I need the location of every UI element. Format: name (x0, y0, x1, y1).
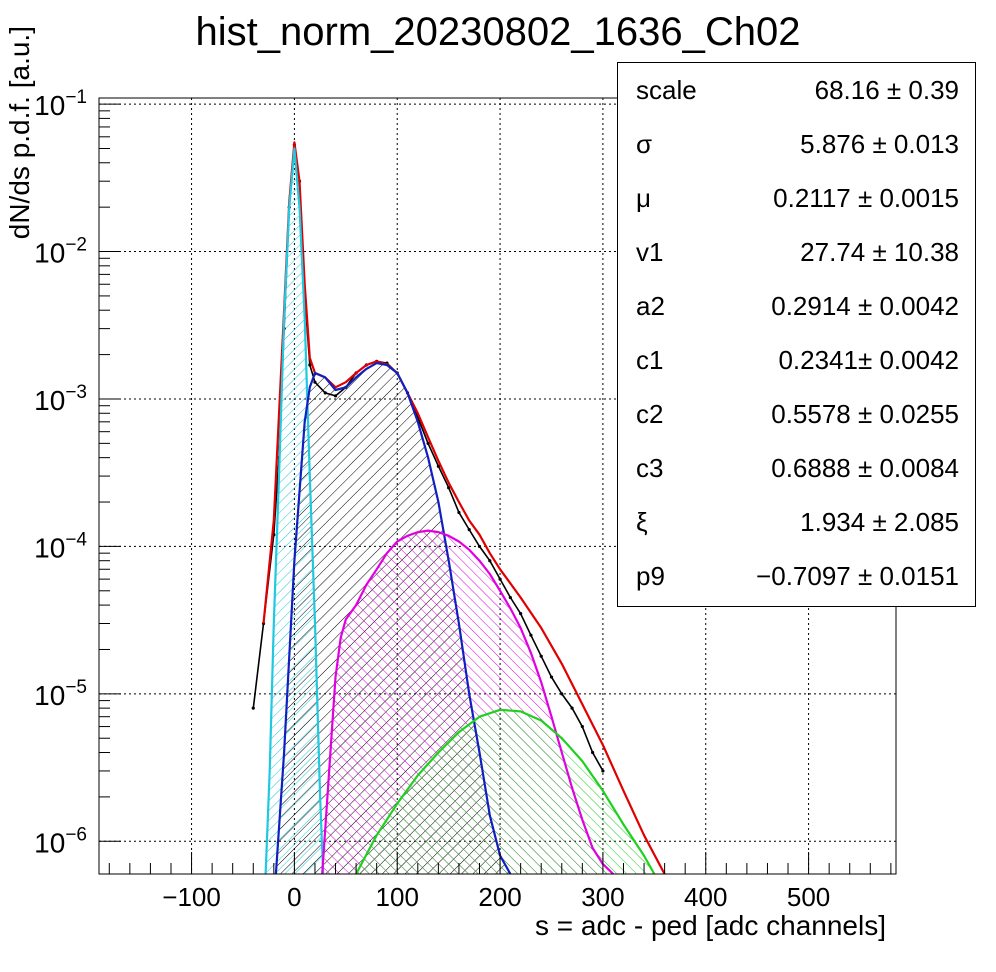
y-tick-label: 10−3 (34, 382, 87, 416)
stat-name: c1 (636, 345, 664, 375)
data-point (467, 528, 471, 532)
x-tick-label: 500 (787, 882, 830, 912)
axis-ticks: −100 0 100 200 300 400 500 10−6 10−5 10−4 10−3 10−2… (34, 87, 892, 912)
stat-row: a2 0.2914 ± 0.0042 (618, 279, 975, 333)
y-tick-label: 10−4 (34, 529, 87, 563)
pe3-curve (355, 708, 656, 875)
stat-value: 0.2914 ± 0.0042 (771, 291, 959, 321)
stat-name: a2 (636, 291, 665, 321)
stat-value: 0.2117 ± 0.0015 (773, 183, 959, 213)
fit-curves (262, 141, 666, 875)
stat-value: 68.16 ± 0.39 (814, 75, 959, 105)
x-axis-label: s = adc - ped [adc channels] (535, 910, 886, 941)
data-point (529, 633, 533, 637)
x-tick-label: 200 (478, 882, 521, 912)
fit-stats-box: scale 68.16 ± 0.39 σ 5.876 ± 0.013 μ 0.2117 ±… (617, 62, 976, 607)
data-point (426, 441, 430, 445)
data-point (508, 595, 512, 600)
stat-name: μ (636, 183, 651, 213)
x-tick-label: 300 (581, 882, 624, 912)
data-point (436, 464, 440, 468)
data-point (313, 380, 317, 384)
data-point (333, 394, 338, 398)
component-fills (265, 148, 655, 874)
data-point (580, 724, 584, 729)
stat-name: p9 (636, 561, 665, 591)
stat-value: −0.7097 ± 0.0151 (756, 561, 959, 591)
data-point (323, 391, 327, 395)
data-point (251, 706, 255, 710)
chart-title: hist_norm_20230802_1636_Ch02 (195, 10, 801, 54)
x-tick-label: 400 (684, 882, 727, 912)
data-point (498, 577, 502, 581)
stat-row: v1 27.74 ± 10.38 (618, 225, 975, 279)
data-point (591, 750, 595, 755)
data-point (477, 544, 482, 549)
data-point (539, 654, 543, 658)
stat-row: c3 0.6888 ± 0.0084 (618, 441, 975, 495)
y-tick-label: 10−5 (34, 677, 87, 711)
stat-value: 1.934 ± 2.085 (800, 507, 959, 537)
stat-name: ξ (636, 507, 648, 537)
data-point (549, 675, 554, 679)
data-point (570, 706, 574, 710)
stat-row: scale 68.16 ± 0.39 (618, 63, 975, 117)
stat-name: c2 (636, 399, 664, 429)
stat-name: c3 (636, 453, 664, 483)
stat-row: μ 0.2117 ± 0.0015 (618, 171, 975, 225)
x-tick-label: 0 (287, 882, 301, 912)
stat-value: 0.2341± 0.0042 (778, 345, 959, 375)
stat-value: 0.6888 ± 0.0084 (771, 453, 959, 483)
x-tick-label: 100 (376, 882, 419, 912)
stat-row: c2 0.5578 ± 0.0255 (618, 387, 975, 441)
stat-row: p9 −0.7097 ± 0.0151 (618, 549, 975, 603)
stat-name: scale (636, 75, 697, 105)
data-point (601, 769, 605, 773)
pe1-curve (274, 362, 512, 875)
data-point (308, 363, 312, 367)
data-point (488, 559, 492, 563)
stat-name: v1 (636, 237, 664, 267)
x-tick-label: −100 (162, 882, 221, 912)
stat-name: σ (636, 129, 653, 159)
data-point (519, 612, 523, 616)
y-tick-label: 10−6 (34, 824, 87, 858)
pe3-fill (356, 709, 655, 874)
data-point (457, 510, 461, 515)
stat-value: 5.876 ± 0.013 (800, 129, 959, 159)
data-point (560, 692, 564, 696)
stat-row: ξ 1.934 ± 2.085 (618, 495, 975, 549)
pe2-curve (321, 529, 614, 875)
pedestal-curve (264, 147, 325, 875)
y-tick-label: 10−2 (34, 235, 87, 269)
stat-value: 0.5578 ± 0.0255 (771, 399, 959, 429)
stat-row: c1 0.2341± 0.0042 (618, 333, 975, 387)
stat-row: σ 5.876 ± 0.013 (618, 117, 975, 171)
data-point (447, 486, 451, 490)
stat-value: 27.74 ± 10.38 (800, 237, 959, 267)
y-axis-label: dN/ds p.d.f. [a.u.] (4, 26, 35, 240)
y-tick-label: 10−1 (34, 87, 87, 121)
